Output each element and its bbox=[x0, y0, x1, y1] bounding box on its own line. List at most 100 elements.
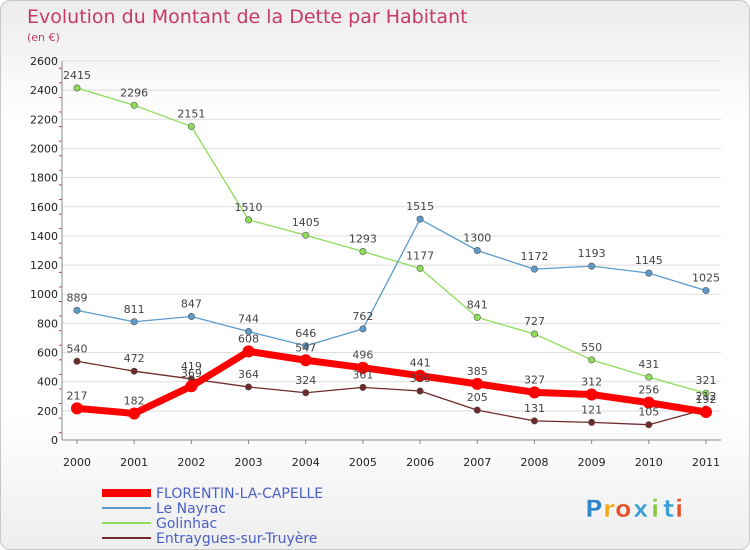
data-label-entraygues-sur-truy-re-2011: 212 bbox=[696, 390, 717, 403]
point-le-nayrac-2009 bbox=[588, 262, 596, 270]
data-label-le-nayrac-2001: 811 bbox=[124, 303, 145, 316]
point-golinhac-2002 bbox=[187, 122, 195, 130]
point-le-nayrac-2008 bbox=[530, 265, 538, 273]
data-label-entraygues-sur-truy-re-2000: 540 bbox=[67, 342, 88, 355]
data-labels: 540 472 419 364 324 361 336 205 131 121 105 212 2415… bbox=[63, 69, 720, 419]
data-label-florentin-la-capelle-2002: 369 bbox=[181, 367, 202, 380]
point-le-nayrac-2010 bbox=[645, 269, 653, 277]
y-tick-label-2200: 2200 bbox=[30, 113, 58, 126]
x-tick-label-2003: 2003 bbox=[235, 456, 263, 469]
point-entraygues-sur-truy-re-2007 bbox=[473, 406, 481, 414]
data-label-florentin-la-capelle-2010: 256 bbox=[638, 384, 659, 397]
data-label-entraygues-sur-truy-re-2005: 361 bbox=[352, 368, 373, 381]
x-tick-label-2010: 2010 bbox=[635, 456, 663, 469]
point-entraygues-sur-truy-re-2004 bbox=[302, 389, 310, 397]
data-label-entraygues-sur-truy-re-2006: 336 bbox=[410, 372, 431, 385]
point-golinhac-2001 bbox=[130, 101, 138, 109]
logo-letter-4: i bbox=[651, 495, 659, 523]
point-florentin-la-capelle-2005 bbox=[356, 361, 369, 374]
x-tick-label-2009: 2009 bbox=[578, 456, 606, 469]
x-tick-label-2011: 2011 bbox=[692, 456, 720, 469]
point-le-nayrac-2004 bbox=[302, 342, 310, 350]
data-label-entraygues-sur-truy-re-2001: 472 bbox=[124, 352, 145, 365]
data-label-golinhac-2008: 727 bbox=[524, 315, 545, 328]
point-florentin-la-capelle-2003 bbox=[242, 345, 255, 358]
point-florentin-la-capelle-2007 bbox=[471, 377, 484, 390]
x-tick-label-2002: 2002 bbox=[177, 456, 205, 469]
legend-label-le-nayrac: Le Nayrac bbox=[156, 501, 226, 517]
logo-letter-1: r bbox=[603, 495, 615, 523]
y-tick-label-0: 0 bbox=[51, 434, 58, 447]
point-entraygues-sur-truy-re-2006 bbox=[416, 387, 424, 395]
x-tick-label-2006: 2006 bbox=[406, 456, 434, 469]
data-label-florentin-la-capelle-2003: 608 bbox=[238, 332, 259, 345]
data-label-le-nayrac-2007: 1300 bbox=[463, 232, 491, 245]
data-label-le-nayrac-2006: 1515 bbox=[406, 200, 434, 213]
data-label-le-nayrac-2005: 762 bbox=[352, 310, 373, 323]
series-line-florentin-la-capelle bbox=[76, 347, 707, 417]
data-label-golinhac-2006: 1177 bbox=[406, 249, 434, 262]
point-golinhac-2006 bbox=[416, 264, 424, 272]
data-label-golinhac-2003: 1510 bbox=[235, 201, 263, 214]
y-tick-label-600: 600 bbox=[37, 347, 58, 360]
x-tick-label-2007: 2007 bbox=[463, 456, 491, 469]
point-entraygues-sur-truy-re-2008 bbox=[530, 417, 538, 425]
data-label-golinhac-2009: 550 bbox=[581, 341, 602, 354]
y-tick-label-1400: 1400 bbox=[30, 230, 58, 243]
point-golinhac-2005 bbox=[359, 248, 367, 256]
point-golinhac-2007 bbox=[473, 313, 481, 321]
logo-letter-2: o bbox=[615, 495, 632, 523]
data-label-entraygues-sur-truy-re-2010: 105 bbox=[638, 406, 659, 419]
y-tick-label-2600: 2600 bbox=[30, 55, 58, 68]
data-label-florentin-la-capelle-2001: 182 bbox=[124, 394, 145, 407]
data-label-le-nayrac-2009: 1193 bbox=[578, 247, 606, 260]
data-label-florentin-la-capelle-2011: 192 bbox=[696, 393, 717, 406]
data-label-golinhac-2010: 431 bbox=[638, 358, 659, 371]
data-label-florentin-la-capelle-2005: 496 bbox=[352, 349, 373, 362]
y-tick-label-800: 800 bbox=[37, 317, 58, 330]
series-line-entraygues-sur-truy-re bbox=[76, 360, 707, 426]
point-golinhac-2009 bbox=[588, 356, 596, 364]
x-tick-label-2001: 2001 bbox=[120, 456, 148, 469]
point-florentin-la-capelle-2001 bbox=[128, 407, 141, 420]
data-label-florentin-la-capelle-2006: 441 bbox=[410, 357, 431, 370]
data-label-entraygues-sur-truy-re-2004: 324 bbox=[295, 374, 316, 387]
point-florentin-la-capelle-2002 bbox=[185, 380, 198, 393]
x-tick-label-2000: 2000 bbox=[63, 456, 91, 469]
point-le-nayrac-2007 bbox=[473, 247, 481, 255]
data-label-le-nayrac-2000: 889 bbox=[67, 291, 88, 304]
data-label-golinhac-2007: 841 bbox=[467, 298, 488, 311]
point-golinhac-2004 bbox=[302, 231, 310, 239]
point-florentin-la-capelle-2011 bbox=[700, 406, 712, 419]
point-entraygues-sur-truy-re-2010 bbox=[645, 421, 653, 429]
point-le-nayrac-2002 bbox=[187, 313, 195, 321]
data-label-le-nayrac-2011: 1025 bbox=[692, 272, 720, 285]
point-entraygues-sur-truy-re-2005 bbox=[359, 383, 367, 391]
point-le-nayrac-2006 bbox=[416, 215, 424, 223]
series-line-le-nayrac bbox=[76, 218, 707, 347]
y-tick-label-1200: 1200 bbox=[30, 259, 58, 272]
data-label-florentin-la-capelle-2008: 327 bbox=[524, 373, 545, 386]
y-tick-label-2400: 2400 bbox=[30, 84, 58, 97]
data-label-le-nayrac-2004: 646 bbox=[295, 327, 316, 340]
data-label-le-nayrac-2003: 744 bbox=[238, 313, 259, 326]
point-entraygues-sur-truy-re-2009 bbox=[588, 418, 596, 426]
y-tick-label-1600: 1600 bbox=[30, 201, 58, 214]
point-florentin-la-capelle-2004 bbox=[299, 354, 312, 367]
chart-title: Evolution du Montant de la Dette par Hab… bbox=[27, 6, 468, 28]
point-golinhac-2008 bbox=[530, 330, 538, 338]
point-le-nayrac-2000 bbox=[73, 306, 81, 314]
data-label-entraygues-sur-truy-re-2009: 121 bbox=[581, 403, 602, 416]
logo-letter-0: P bbox=[585, 495, 603, 523]
data-label-florentin-la-capelle-2000: 217 bbox=[67, 389, 88, 402]
point-florentin-la-capelle-2006 bbox=[414, 369, 427, 382]
logo-letter-3: x bbox=[633, 495, 649, 523]
data-label-golinhac-2000: 2415 bbox=[63, 69, 91, 82]
point-florentin-la-capelle-2000 bbox=[71, 402, 83, 415]
point-golinhac-2003 bbox=[245, 216, 253, 224]
logo-letter-6: i bbox=[675, 495, 683, 523]
point-le-nayrac-2011 bbox=[702, 287, 710, 295]
